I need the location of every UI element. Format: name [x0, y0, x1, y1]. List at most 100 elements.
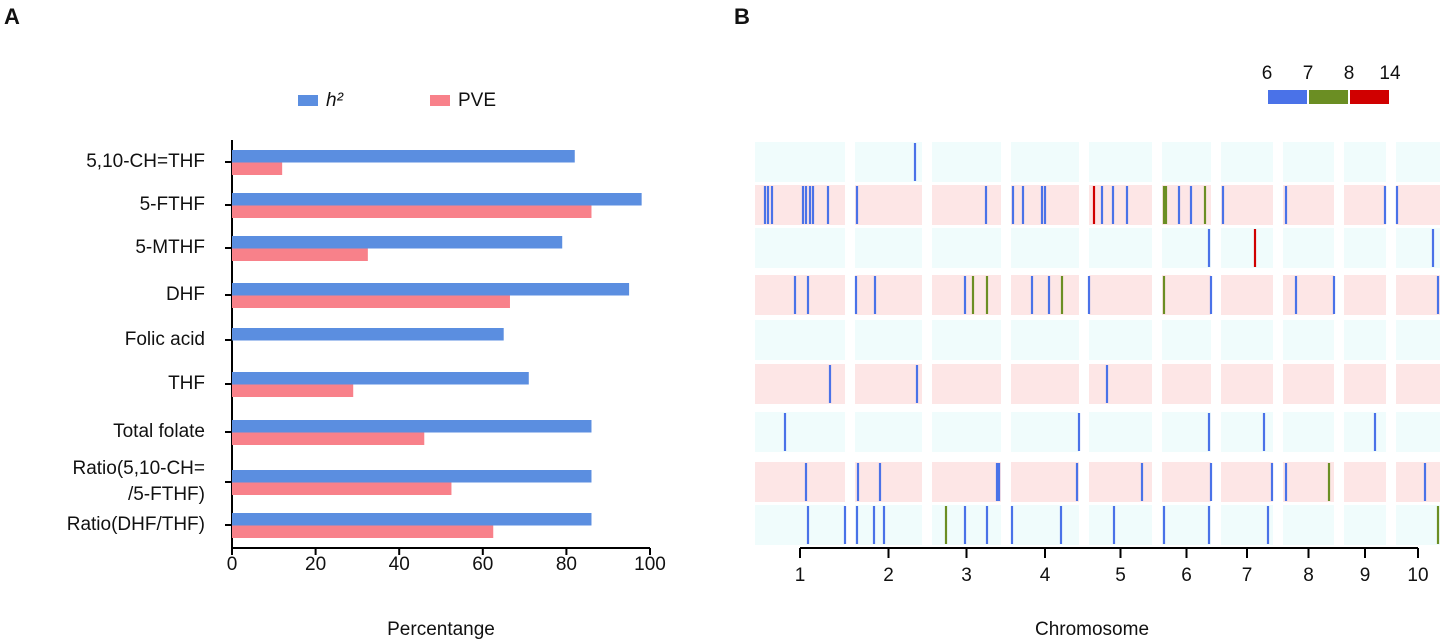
chromosome-band [1283, 412, 1334, 452]
x-tick-label: 7 [1242, 565, 1253, 586]
chromosome-band [1089, 228, 1152, 268]
chromosome-band [755, 505, 845, 545]
chromosome-band [1221, 142, 1273, 182]
x-tick-label: 100 [634, 554, 666, 575]
bar [232, 470, 592, 483]
chromosome-band [1283, 364, 1334, 404]
chromosome-band [1162, 185, 1211, 225]
bar [232, 205, 592, 218]
chromosome-band [755, 185, 845, 225]
bar [232, 248, 368, 261]
x-tick-label: 8 [1303, 565, 1314, 586]
y-tick-label: Folic acid [124, 329, 205, 350]
chromosome-band [1089, 412, 1152, 452]
y-tick-label: Ratio(5,10-CH= /5-FTHF) [72, 458, 205, 505]
x-tick-label: 3 [961, 565, 972, 586]
chromosome-band [1221, 462, 1273, 502]
chromosome-band [1089, 505, 1152, 545]
chromosome-band [1283, 462, 1334, 502]
chromosome-band [1011, 320, 1079, 360]
legend-swatch [1350, 90, 1389, 104]
bar [232, 193, 642, 206]
bar [232, 150, 575, 163]
bar [232, 283, 630, 296]
chromosome-band [1396, 142, 1440, 182]
chromosome-band [755, 142, 845, 182]
chromosome-band [932, 228, 1001, 268]
chromosome-band [1221, 185, 1273, 225]
legend-tick-label: 14 [1379, 63, 1401, 84]
chromosome-band [1344, 275, 1386, 315]
chromosome-band [1162, 462, 1211, 502]
chromosome-band [855, 364, 922, 404]
bar [232, 482, 452, 495]
chromosome-band [755, 320, 845, 360]
chromosome-band [1221, 275, 1273, 315]
chromosome-band [1221, 228, 1273, 268]
x-tick-label: 20 [305, 554, 326, 575]
bar [232, 162, 283, 175]
x-axis-title: Chromosome [1035, 619, 1149, 640]
chromosome-band [1396, 505, 1440, 545]
chromosome-band [1089, 185, 1152, 225]
chromosome-band [1344, 505, 1386, 545]
chromosome-band [1283, 275, 1334, 315]
chromosome-band [755, 462, 845, 502]
chromosome-band [1089, 142, 1152, 182]
chromosome-band [1283, 505, 1334, 545]
x-tick-label: 2 [883, 565, 894, 586]
chromosome-band [1283, 320, 1334, 360]
x-tick-label: 5 [1115, 565, 1126, 586]
bar [232, 328, 504, 341]
legend-swatch [430, 95, 450, 106]
x-axis-title: Percentange [387, 619, 495, 640]
legend-swatch [1309, 90, 1348, 104]
chromosome-band [855, 505, 922, 545]
chromosome-band [1011, 142, 1079, 182]
chromosome-band [1162, 412, 1211, 452]
legend-tick-label: 6 [1262, 63, 1273, 84]
bar [232, 420, 592, 433]
bar [232, 372, 529, 385]
x-tick-label: 0 [227, 554, 238, 575]
chromosome-band [932, 412, 1001, 452]
chromosome-band [1011, 364, 1079, 404]
chromosome-band [855, 320, 922, 360]
legend-tick-label: 7 [1303, 63, 1314, 84]
chromosome-band [855, 142, 922, 182]
bar [232, 236, 563, 249]
bar [232, 513, 592, 526]
chromosome-band [1011, 462, 1079, 502]
chromosome-band [1221, 412, 1273, 452]
chromosome-band [1162, 142, 1211, 182]
chromosome-band [1162, 364, 1211, 404]
chromosome-band [755, 412, 845, 452]
y-tick-label: 5-FTHF [139, 194, 205, 215]
chromosome-band [1162, 505, 1211, 545]
y-tick-label: THF [168, 373, 205, 394]
chromosome-band [1283, 185, 1334, 225]
chromosome-band [932, 505, 1001, 545]
chromosome-band [1162, 228, 1211, 268]
legend-label: h² [326, 90, 344, 111]
chromosome-band [1344, 320, 1386, 360]
chromosome-band [755, 275, 845, 315]
chromosome-band [1221, 364, 1273, 404]
chromosome-band [1344, 364, 1386, 404]
x-tick-label: 6 [1181, 565, 1192, 586]
chromosome-band [932, 462, 1001, 502]
x-tick-label: 9 [1360, 565, 1371, 586]
x-tick-label: 1 [795, 565, 806, 586]
legend-swatch [1268, 90, 1307, 104]
bar [232, 295, 510, 308]
chromosome-band [855, 185, 922, 225]
chromosome-band [855, 462, 922, 502]
x-tick-label: 60 [472, 554, 493, 575]
chromosome-band [1011, 505, 1079, 545]
chromosome-band [1396, 320, 1440, 360]
y-tick-label: Total folate [113, 421, 205, 442]
chromosome-band [1011, 275, 1079, 315]
chromosome-band [855, 412, 922, 452]
chromosome-band [1162, 320, 1211, 360]
